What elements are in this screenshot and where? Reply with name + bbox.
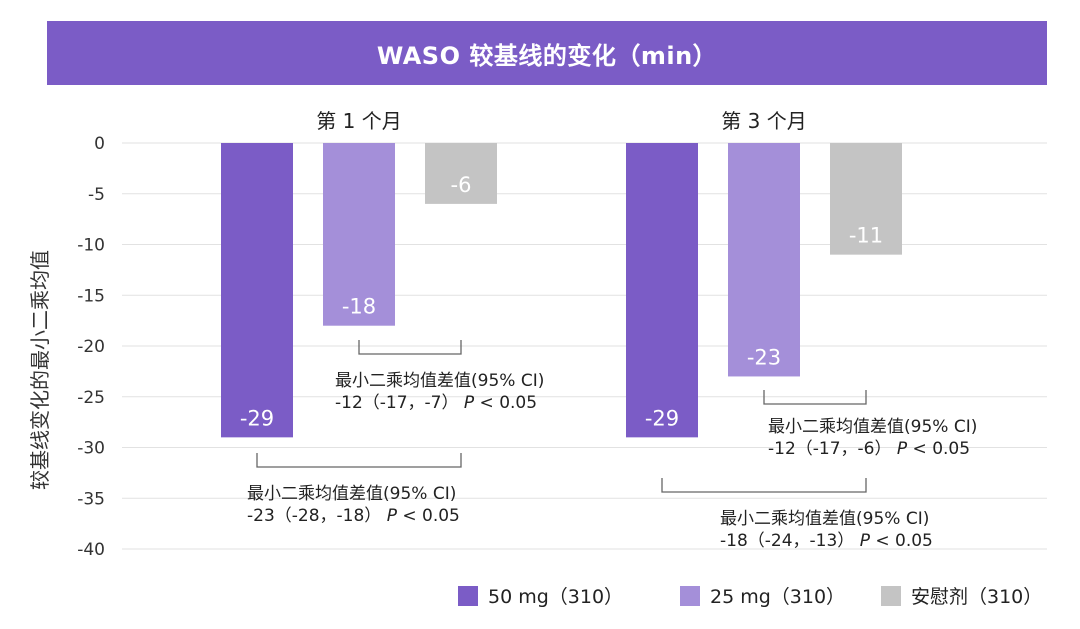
annotation-line2: -12（-17，-7） P < 0.05 [335,393,537,413]
annotation-p-label: P [464,393,480,413]
y-tick-label: -15 [77,286,105,306]
comparison-bracket [358,340,462,355]
comparison-bracket [661,478,867,493]
annotation-line2: -23（-28，-18） P < 0.05 [247,506,460,526]
legend-swatch [680,586,700,606]
annotation-line2: -18（-24，-13） P < 0.05 [720,531,933,551]
annotation-ci: -12（-17，-6） [768,439,897,459]
comparison-bracket [763,390,867,405]
y-tick-label: -40 [77,540,105,560]
y-tick-label: -25 [77,388,105,408]
annotation-p-value: < 0.05 [875,531,933,551]
bar-value-label: -23 [747,345,781,369]
bar-value-label: -11 [849,224,883,248]
category-label: 第 1 个月 [316,109,401,133]
y-tick-label: -35 [77,489,105,509]
annotation-ci: -23（-28，-18） [247,506,387,526]
annotation-line1: 最小二乘均值差值(95% CI) [247,484,456,504]
y-tick-label: -10 [77,236,105,256]
annotation-p-value: < 0.05 [480,393,538,413]
bar [425,143,497,204]
annotation-line2: -12（-17，-6） P < 0.05 [768,439,970,459]
legend-swatch [881,586,901,606]
bar [221,143,293,438]
annotation-ci: -18（-24，-13） [720,531,860,551]
y-tick-label: -20 [77,337,105,357]
annotation-ci: -12（-17，-7） [335,393,464,413]
bar [830,143,902,255]
legend-label: 25 mg（310） [710,586,845,608]
y-tick-label: 0 [94,134,105,154]
y-tick-label: -30 [77,439,105,459]
bar-value-label: -6 [451,173,472,197]
legend-swatch [458,586,478,606]
bar [323,143,395,326]
annotation-line1: 最小二乘均值差值(95% CI) [768,417,977,437]
annotation-p-value: < 0.05 [402,506,460,526]
annotation-line1: 最小二乘均值差值(95% CI) [335,371,544,391]
chart-title: WASO 较基线的变化（min） [376,41,718,70]
annotation-p-label: P [897,439,913,459]
chart-title-banner: WASO 较基线的变化（min） [47,21,1047,85]
category-label: 第 3 个月 [721,109,806,133]
bar [728,143,800,377]
bar [626,143,698,438]
annotation-line1: 最小二乘均值差值(95% CI) [720,509,929,529]
legend-label: 50 mg（310） [488,586,623,608]
annotation-p-value: < 0.05 [913,439,971,459]
bar-value-label: -29 [240,406,274,430]
comparison-bracket [256,453,462,468]
y-tick-label: -5 [88,185,105,205]
bar-value-label: -29 [645,406,679,430]
annotation-p-label: P [860,531,876,551]
y-axis-label: 较基线变化的最小二乘均值 [28,250,52,490]
legend-label: 安慰剂（310） [911,586,1042,608]
bar-value-label: -18 [342,295,376,319]
annotation-p-label: P [387,506,403,526]
